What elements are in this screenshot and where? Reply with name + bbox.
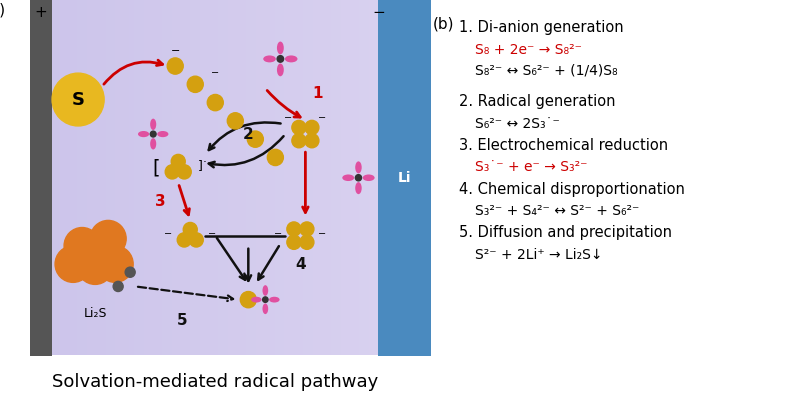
Text: S₈²⁻ ↔ S₆²⁻ + (1/4)S₈: S₈²⁻ ↔ S₆²⁻ + (1/4)S₈ <box>476 64 618 78</box>
Circle shape <box>55 246 91 282</box>
Circle shape <box>305 120 319 135</box>
Circle shape <box>300 222 314 236</box>
Text: −: − <box>274 229 282 239</box>
Circle shape <box>64 228 100 264</box>
Text: −: − <box>211 68 220 78</box>
Circle shape <box>177 165 191 179</box>
Text: S₃˙⁻ + e⁻ → S₃²⁻: S₃˙⁻ + e⁻ → S₃²⁻ <box>476 160 588 174</box>
Circle shape <box>277 56 284 62</box>
Ellipse shape <box>356 161 362 173</box>
Text: (a): (a) <box>0 2 6 17</box>
Ellipse shape <box>150 118 156 130</box>
Circle shape <box>183 222 198 237</box>
Circle shape <box>187 76 203 92</box>
Text: ]˙⁻: ]˙⁻ <box>198 159 216 172</box>
Circle shape <box>292 134 306 148</box>
Ellipse shape <box>363 175 374 181</box>
Text: S: S <box>72 90 85 109</box>
Circle shape <box>207 94 224 111</box>
Circle shape <box>165 165 179 179</box>
Text: −: − <box>318 113 326 123</box>
Ellipse shape <box>356 182 362 194</box>
Circle shape <box>262 297 268 303</box>
Circle shape <box>97 246 134 282</box>
Text: +: + <box>35 5 47 20</box>
Bar <box>30 0 52 356</box>
Ellipse shape <box>262 285 268 296</box>
Circle shape <box>150 131 156 137</box>
Ellipse shape <box>342 175 354 181</box>
Text: −: − <box>372 5 385 20</box>
Ellipse shape <box>262 303 268 314</box>
Text: 2. Radical generation: 2. Radical generation <box>458 94 615 109</box>
Ellipse shape <box>263 55 276 62</box>
Ellipse shape <box>251 297 261 303</box>
Text: −: − <box>209 229 216 239</box>
Ellipse shape <box>138 131 149 137</box>
Text: −: − <box>164 229 172 239</box>
Text: (b): (b) <box>433 16 454 31</box>
Text: Li: Li <box>398 171 412 185</box>
Circle shape <box>305 134 319 148</box>
Text: −: − <box>171 46 180 56</box>
Text: 4: 4 <box>295 257 306 272</box>
Circle shape <box>247 131 263 147</box>
Circle shape <box>228 113 243 129</box>
Ellipse shape <box>157 131 168 137</box>
Text: S₃²⁻ + S₄²⁻ ↔ S²⁻ + S₆²⁻: S₃²⁻ + S₄²⁻ ↔ S²⁻ + S₆²⁻ <box>476 204 640 218</box>
Text: 1. Di-anion generation: 1. Di-anion generation <box>458 20 623 35</box>
Text: 5: 5 <box>177 313 187 328</box>
Circle shape <box>52 73 104 126</box>
Text: Solvation-mediated radical pathway: Solvation-mediated radical pathway <box>52 373 378 391</box>
Circle shape <box>287 235 301 249</box>
Ellipse shape <box>285 55 298 62</box>
Text: S₆²⁻ ↔ 2S₃˙⁻: S₆²⁻ ↔ 2S₃˙⁻ <box>476 117 560 131</box>
Text: Li₂S: Li₂S <box>84 307 107 320</box>
Ellipse shape <box>269 297 280 303</box>
Circle shape <box>356 175 362 181</box>
Text: 1: 1 <box>312 86 323 101</box>
Circle shape <box>300 235 314 249</box>
Circle shape <box>190 233 203 247</box>
Text: 5. Diffusion and precipitation: 5. Diffusion and precipitation <box>458 225 672 240</box>
Circle shape <box>90 220 126 257</box>
Circle shape <box>167 58 183 74</box>
Text: [: [ <box>152 158 160 177</box>
Circle shape <box>113 281 123 292</box>
Circle shape <box>77 248 113 284</box>
Text: S²⁻ + 2Li⁺ → Li₂S↓: S²⁻ + 2Li⁺ → Li₂S↓ <box>476 248 603 261</box>
Ellipse shape <box>277 41 284 55</box>
Bar <box>378 0 431 356</box>
Circle shape <box>267 149 284 166</box>
Circle shape <box>177 233 191 247</box>
Circle shape <box>125 267 135 277</box>
Circle shape <box>287 222 301 236</box>
Text: 3. Electrochemical reduction: 3. Electrochemical reduction <box>458 138 668 153</box>
Text: 3: 3 <box>155 194 166 209</box>
Ellipse shape <box>277 64 284 76</box>
Text: 4. Chemical disproportionation: 4. Chemical disproportionation <box>458 182 684 197</box>
Circle shape <box>292 120 306 135</box>
Text: −: − <box>284 113 292 123</box>
Circle shape <box>171 154 185 169</box>
Text: 2: 2 <box>243 126 254 141</box>
Text: −: − <box>318 229 326 239</box>
Ellipse shape <box>150 138 156 150</box>
Circle shape <box>240 292 256 308</box>
Text: S₈ + 2e⁻ → S₈²⁻: S₈ + 2e⁻ → S₈²⁻ <box>476 43 582 57</box>
